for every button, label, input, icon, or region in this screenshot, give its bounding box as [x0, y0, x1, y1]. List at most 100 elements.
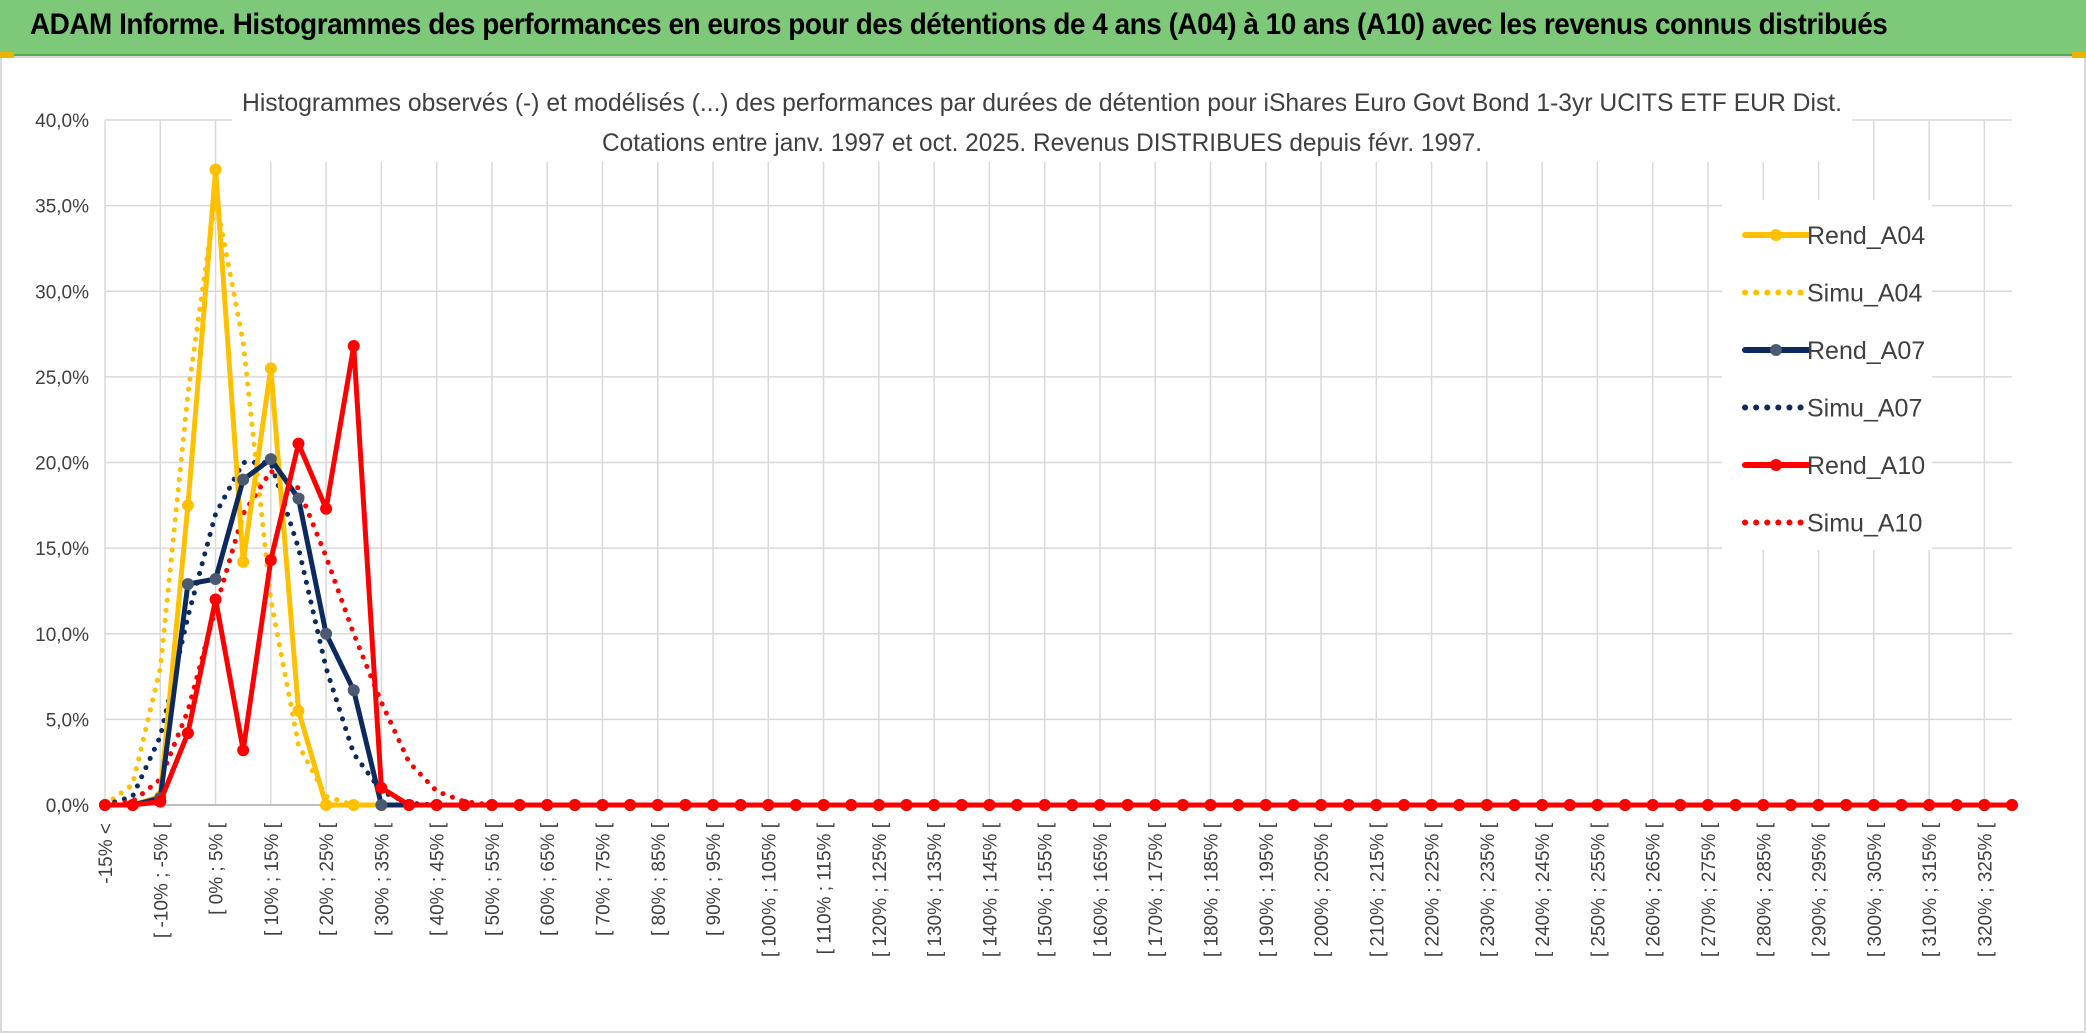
- legend-label: Rend_A10: [1807, 452, 1925, 480]
- data-point: [983, 799, 996, 811]
- y-tick-label: 25,0%: [35, 368, 89, 389]
- x-tick-label: [ 130% ; 135% [: [925, 822, 946, 957]
- data-point: [320, 502, 333, 515]
- data-point: [264, 554, 277, 567]
- data-point: [1895, 799, 1908, 811]
- y-tick-label: 15,0%: [35, 539, 89, 560]
- data-point: [154, 795, 167, 808]
- data-point: [2006, 799, 2018, 811]
- report-title: ADAM Informe. Histogrammes des performan…: [30, 8, 1888, 41]
- data-point: [845, 799, 858, 811]
- legend-label: Rend_A07: [1807, 337, 1925, 365]
- data-point: [264, 362, 277, 375]
- legend-label: Simu_A04: [1807, 280, 1922, 308]
- data-point: [1176, 799, 1189, 811]
- data-point: [762, 799, 775, 811]
- data-point: [1950, 799, 1963, 811]
- data-point: [1646, 799, 1659, 811]
- x-tick-label: [ 270% ; 275% [: [1699, 822, 1720, 957]
- legend-label: Rend_A04: [1807, 222, 1925, 250]
- data-point: [375, 799, 388, 811]
- data-point: [679, 799, 692, 811]
- data-point: [237, 473, 250, 486]
- data-point: [1701, 799, 1714, 811]
- x-tick-label: [ 160% ; 165% [: [1091, 822, 1112, 957]
- data-point: [955, 799, 968, 811]
- data-point: [1840, 799, 1853, 811]
- frame-corner-top-left: [0, 52, 14, 58]
- data-point: [1287, 799, 1300, 811]
- data-point: [237, 555, 250, 568]
- legend-item-rend_a10: Rend_A10: [1742, 452, 1925, 480]
- data-point: [1619, 799, 1632, 811]
- data-point: [1121, 799, 1134, 811]
- data-point: [375, 781, 388, 794]
- x-tick-label: [ 50% ; 55% [: [483, 822, 504, 936]
- legend-marker: [1770, 229, 1782, 241]
- x-tick-label: [ 20% ; 25% [: [317, 822, 338, 936]
- data-point: [181, 727, 194, 740]
- x-tick-label: [ 280% ; 285% [: [1754, 822, 1775, 957]
- x-tick-label: [ 260% ; 265% [: [1644, 822, 1665, 957]
- data-point: [347, 799, 360, 811]
- data-point: [1342, 799, 1355, 811]
- data-point: [485, 799, 498, 811]
- data-point: [292, 492, 305, 505]
- x-tick-label: [ 110% ; 115% [: [815, 822, 836, 954]
- x-tick-label: [ 40% ; 45% [: [428, 822, 449, 936]
- x-tick-label: [ 220% ; 225% [: [1423, 822, 1444, 957]
- legend-label: Simu_A10: [1807, 510, 1922, 538]
- x-tick-label: [ 150% ; 155% [: [1036, 822, 1057, 957]
- legend-item-simu_a04: Simu_A04: [1742, 280, 1922, 308]
- x-tick-label: [ 70% ; 75% [: [593, 822, 614, 936]
- x-tick-label: [ 210% ; 215% [: [1367, 822, 1388, 957]
- legend-marker: [1770, 459, 1782, 471]
- data-point: [1038, 799, 1051, 811]
- series: [99, 163, 2018, 811]
- chart-frame: [0, 56, 2086, 1033]
- x-tick-label: [ 10% ; 15% [: [262, 822, 283, 936]
- data-point: [596, 799, 609, 811]
- x-tick-label: [ 0% ; 5% [: [207, 822, 228, 915]
- x-tick-label: [ 140% ; 145% [: [980, 822, 1001, 957]
- y-tick-label: 5,0%: [46, 710, 89, 731]
- chart-subtitle: Cotations entre janv. 1997 et oct. 2025.…: [602, 129, 1482, 157]
- data-point: [1674, 799, 1687, 811]
- data-point: [1066, 799, 1079, 811]
- grid-lines: [104, 119, 2012, 806]
- data-point: [181, 578, 194, 591]
- x-tick-label: [ 30% ; 35% [: [372, 822, 393, 936]
- x-tick-label: [ 190% ; 195% [: [1257, 822, 1278, 957]
- legend-item-simu_a10: Simu_A10: [1742, 510, 1922, 538]
- x-tick-label: [ 320% ; 325% [: [1975, 822, 1996, 957]
- x-tick-label: [ 80% ; 85% [: [649, 822, 670, 936]
- y-tick-label: 35,0%: [35, 197, 89, 218]
- x-tick-label: [ 170% ; 175% [: [1146, 822, 1167, 957]
- data-point: [181, 499, 194, 512]
- data-point: [568, 799, 581, 811]
- y-tick-label: 0,0%: [46, 796, 89, 817]
- data-point: [734, 799, 747, 811]
- data-point: [99, 799, 111, 811]
- data-point: [347, 340, 360, 353]
- legend-item-rend_a04: Rend_A04: [1742, 222, 1925, 250]
- legend: Rend_A04 Simu_A04 Rend_A07 Simu_A07 Rend_A10…: [1722, 200, 1932, 550]
- data-point: [209, 572, 222, 585]
- report-banner: ADAM Informe. Histogrammes des performan…: [0, 0, 2086, 56]
- x-tick-label: [ 60% ; 65% [: [538, 822, 559, 936]
- data-point: [1011, 799, 1024, 811]
- chart-title: Histogrammes observés (-) et modélisés (…: [242, 89, 1842, 117]
- data-point: [624, 799, 637, 811]
- data-point: [1204, 799, 1217, 811]
- data-point: [1923, 799, 1936, 811]
- legend-label: Simu_A07: [1807, 395, 1922, 423]
- x-tick-label: [ -10% ; -5% [: [151, 822, 172, 938]
- data-point: [126, 799, 139, 811]
- data-point: [817, 799, 830, 811]
- data-point: [430, 799, 443, 811]
- x-tick-label: [ 120% ; 125% [: [870, 822, 891, 957]
- data-point: [1259, 799, 1272, 811]
- data-point: [1370, 799, 1383, 811]
- data-point: [458, 799, 471, 811]
